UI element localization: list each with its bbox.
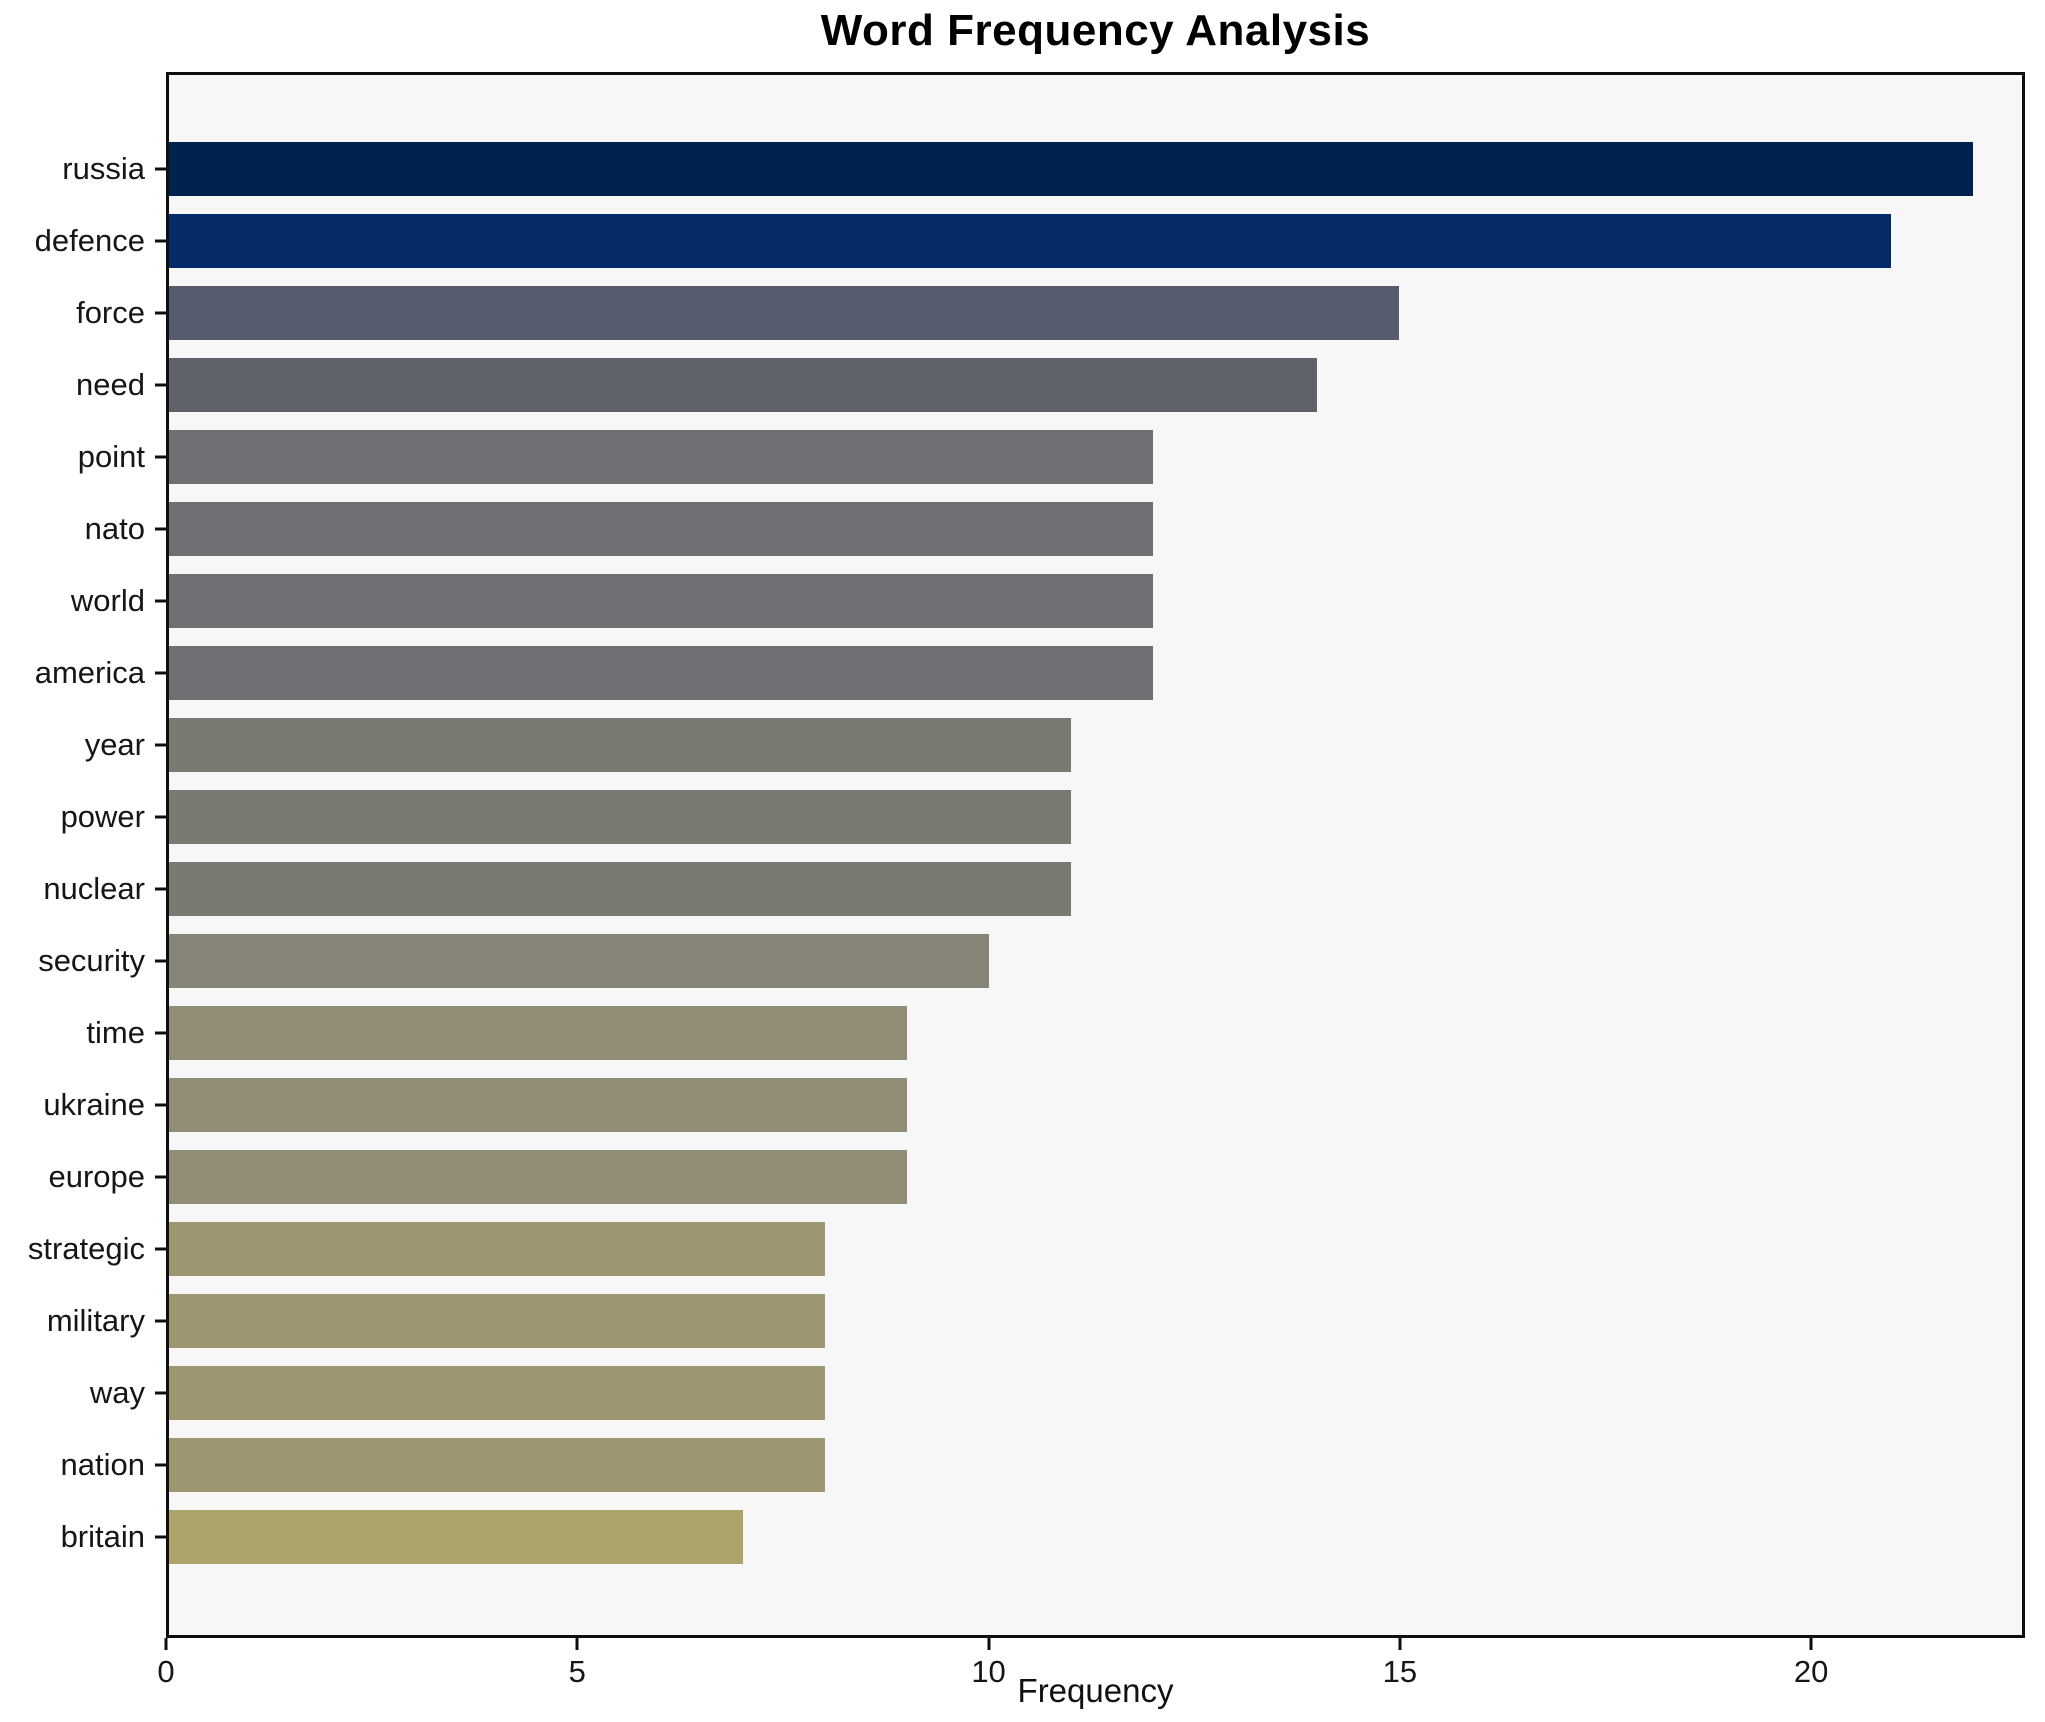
bar-row: defence: [35, 205, 2022, 277]
y-tick-label: nation: [60, 1447, 145, 1482]
y-tick-mark: [155, 1103, 166, 1107]
bar-row: nuclear: [43, 853, 2022, 925]
bar: [169, 861, 1071, 917]
y-tick-mark: [155, 743, 166, 747]
y-tick-mark: [155, 671, 166, 675]
y-tick-label: world: [70, 583, 145, 618]
y-tick-mark: [155, 383, 166, 387]
y-tick-mark: [155, 455, 166, 459]
bar-row: way: [90, 1357, 2022, 1429]
x-tick-mark: [1398, 1638, 1402, 1650]
y-tick-label: point: [77, 439, 145, 474]
bar-row: year: [85, 709, 2022, 781]
y-tick-label: nato: [84, 511, 145, 546]
bar: [169, 285, 1399, 341]
x-tick-label: 0: [157, 1654, 175, 1689]
x-tick-label: 5: [568, 1654, 586, 1689]
y-tick-mark: [155, 887, 166, 891]
y-tick-label: europe: [48, 1159, 145, 1194]
y-tick-mark: [155, 311, 166, 315]
x-tick-mark: [1809, 1638, 1813, 1650]
bar-row: america: [35, 637, 2022, 709]
bar-row: world: [71, 565, 2022, 637]
bar: [169, 213, 1891, 269]
y-tick-mark: [155, 1175, 166, 1179]
bar: [169, 357, 1317, 413]
x-tick-mark: [987, 1638, 991, 1650]
y-tick-mark: [155, 1247, 166, 1251]
y-tick-label: britain: [60, 1519, 145, 1554]
x-axis-label: Frequency: [1017, 1672, 1174, 1709]
bar: [169, 501, 1153, 557]
bar-row: military: [47, 1285, 2022, 1357]
bar-row: power: [61, 781, 2022, 853]
bar: [169, 1293, 825, 1349]
y-tick-mark: [155, 599, 166, 603]
bar: [169, 1509, 743, 1565]
bar-row: britain: [61, 1501, 2022, 1573]
y-tick-label: nuclear: [43, 871, 145, 906]
x-tick-label: 10: [971, 1654, 1006, 1689]
bar: [169, 429, 1153, 485]
bar: [169, 645, 1153, 701]
bar: [169, 1077, 907, 1133]
bar-row: point: [78, 421, 2022, 493]
bar: [169, 1365, 825, 1421]
x-tick-label: 15: [1382, 1654, 1418, 1689]
bar: [169, 789, 1071, 845]
bar: [169, 1005, 907, 1061]
y-tick-mark: [155, 527, 166, 531]
bar-row: nato: [85, 493, 2022, 565]
x-axis: 0 5 10 15 20: [157, 1638, 2025, 1722]
bar: [169, 933, 989, 989]
y-tick-mark: [155, 239, 166, 243]
chart-title: Word Frequency Analysis: [820, 6, 1371, 55]
bar-row: russia: [62, 133, 2022, 205]
bar: [169, 1437, 825, 1493]
plot-area: russia defence force need point nato world amer…: [28, 72, 2025, 1638]
y-tick-label: need: [76, 367, 145, 402]
y-tick-mark: [155, 815, 166, 819]
y-tick-mark: [155, 959, 166, 963]
x-tick-label: 20: [1793, 1654, 1829, 1689]
y-tick-mark: [155, 1319, 166, 1323]
y-tick-label: year: [84, 727, 145, 762]
bar-row: security: [38, 925, 2022, 997]
y-tick-label: time: [86, 1015, 145, 1050]
y-tick-mark: [155, 1391, 166, 1395]
bar-row: need: [76, 349, 2022, 421]
y-tick-label: force: [76, 295, 145, 330]
x-tick-mark: [164, 1638, 168, 1650]
bar-row: strategic: [28, 1213, 2022, 1285]
y-tick-mark: [155, 1031, 166, 1035]
y-tick-label: security: [38, 943, 145, 978]
bar-row: europe: [48, 1141, 2022, 1213]
x-tick-mark: [575, 1638, 579, 1650]
bar: [169, 1221, 825, 1277]
bar: [169, 717, 1071, 773]
y-tick-label: way: [89, 1375, 145, 1410]
y-tick-mark: [155, 167, 166, 171]
bar-row: time: [86, 997, 2022, 1069]
y-tick-label: military: [46, 1303, 145, 1338]
bar-row: ukraine: [43, 1069, 2022, 1141]
y-tick-mark: [155, 1463, 166, 1467]
y-tick-label: ukraine: [43, 1087, 145, 1122]
bar-row: force: [76, 277, 2022, 349]
bar: [169, 573, 1153, 629]
bar: [169, 141, 1973, 197]
y-tick-label: defence: [34, 223, 145, 258]
y-tick-label: strategic: [27, 1231, 145, 1266]
y-tick-mark: [155, 1535, 166, 1539]
y-tick-label: power: [60, 799, 145, 834]
y-tick-label: russia: [62, 151, 145, 186]
bars-area: russia defence force need point nato world amer…: [28, 75, 2022, 1635]
y-tick-label: america: [34, 655, 145, 690]
bar-row: nation: [61, 1429, 2022, 1501]
bar: [169, 1149, 907, 1205]
